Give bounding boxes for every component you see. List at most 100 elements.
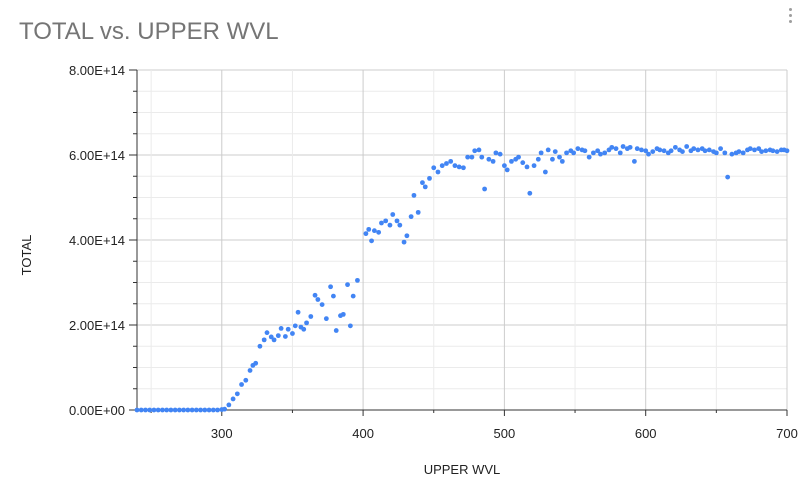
y-tick-label: 8.00E+14 bbox=[69, 63, 125, 78]
data-point bbox=[315, 297, 321, 302]
more-options-icon[interactable] bbox=[786, 8, 794, 30]
tick-labels: 0.00E+00 2.00E+14 4.00E+14 6.00E+14 8.00E+14… bbox=[69, 63, 798, 441]
data-point bbox=[185, 407, 191, 413]
data-point bbox=[411, 192, 417, 198]
data-point bbox=[420, 180, 425, 186]
data-point bbox=[591, 150, 596, 156]
data-point bbox=[340, 311, 346, 317]
data-point bbox=[222, 406, 228, 412]
data-point bbox=[461, 165, 466, 171]
data-point bbox=[176, 407, 182, 413]
data-point bbox=[282, 334, 288, 339]
data-point bbox=[545, 147, 551, 153]
data-point bbox=[308, 314, 314, 319]
data-point bbox=[355, 277, 360, 283]
data-point bbox=[725, 174, 731, 180]
axes bbox=[129, 69, 788, 416]
data-point bbox=[482, 186, 488, 192]
data-point bbox=[564, 150, 569, 156]
data-point bbox=[151, 407, 157, 413]
data-point bbox=[722, 150, 728, 156]
data-point bbox=[586, 154, 592, 160]
data-point bbox=[646, 151, 651, 157]
data-point bbox=[680, 149, 685, 155]
data-point bbox=[582, 148, 588, 154]
data-point bbox=[634, 146, 640, 152]
data-point bbox=[718, 146, 723, 152]
data-point bbox=[542, 169, 548, 175]
data-point bbox=[479, 154, 485, 160]
data-point bbox=[172, 407, 178, 413]
data-point bbox=[206, 407, 212, 413]
data-point bbox=[383, 218, 389, 224]
data-point bbox=[706, 147, 712, 153]
data-point bbox=[661, 148, 667, 154]
data-point bbox=[520, 160, 526, 166]
data-point bbox=[408, 214, 414, 220]
data-point bbox=[643, 148, 649, 154]
data-point bbox=[650, 149, 656, 155]
data-point bbox=[198, 407, 203, 413]
data-point bbox=[486, 156, 492, 162]
data-point bbox=[347, 323, 353, 329]
y-axis-title: TOTAL bbox=[19, 235, 34, 276]
x-tick-label: 300 bbox=[211, 426, 233, 441]
data-point bbox=[444, 161, 449, 166]
data-point bbox=[193, 407, 199, 413]
data-point bbox=[230, 396, 236, 402]
data-point bbox=[387, 222, 393, 228]
data-point bbox=[394, 218, 400, 224]
y-tick-label: 6.00E+14 bbox=[69, 148, 125, 163]
data-point bbox=[164, 407, 170, 413]
data-point bbox=[639, 147, 644, 153]
data-points bbox=[134, 144, 790, 413]
data-point bbox=[702, 148, 708, 154]
data-point bbox=[550, 156, 555, 162]
y-tick-label: 2.00E+14 bbox=[69, 318, 125, 333]
data-point bbox=[627, 144, 633, 150]
data-point bbox=[234, 391, 240, 397]
x-tick-label: 400 bbox=[352, 426, 374, 441]
data-point bbox=[304, 320, 309, 326]
data-point bbox=[695, 147, 701, 153]
data-point bbox=[271, 337, 277, 343]
data-point bbox=[369, 238, 374, 244]
data-point bbox=[366, 226, 372, 232]
data-point bbox=[345, 282, 350, 288]
data-point bbox=[559, 158, 565, 164]
data-point bbox=[575, 146, 581, 152]
data-point bbox=[301, 326, 307, 332]
data-point bbox=[181, 407, 187, 413]
data-point bbox=[397, 222, 403, 228]
data-point bbox=[333, 328, 339, 333]
data-point bbox=[672, 144, 678, 150]
data-point bbox=[595, 148, 601, 154]
data-point bbox=[138, 407, 144, 413]
data-point bbox=[747, 146, 753, 152]
data-point bbox=[422, 184, 428, 190]
data-point bbox=[571, 150, 577, 156]
data-point bbox=[456, 164, 462, 170]
data-point bbox=[363, 231, 369, 237]
chart-title: TOTAL vs. UPPER WVL bbox=[19, 18, 279, 45]
data-point bbox=[448, 158, 454, 164]
x-axis-title: UPPER WVL bbox=[424, 462, 501, 477]
x-tick-label: 700 bbox=[776, 426, 798, 441]
data-point bbox=[261, 337, 267, 343]
data-point bbox=[404, 233, 410, 239]
data-point bbox=[774, 149, 780, 155]
data-point bbox=[401, 239, 407, 245]
data-point bbox=[657, 147, 663, 153]
data-point bbox=[435, 169, 441, 175]
data-point bbox=[278, 326, 284, 331]
data-point bbox=[527, 190, 533, 196]
data-point bbox=[247, 368, 253, 373]
data-point bbox=[134, 407, 140, 413]
data-point bbox=[613, 146, 619, 152]
data-point bbox=[736, 149, 742, 155]
data-point bbox=[155, 407, 161, 413]
data-point bbox=[390, 212, 396, 217]
data-point bbox=[524, 164, 530, 170]
data-point bbox=[784, 148, 790, 154]
